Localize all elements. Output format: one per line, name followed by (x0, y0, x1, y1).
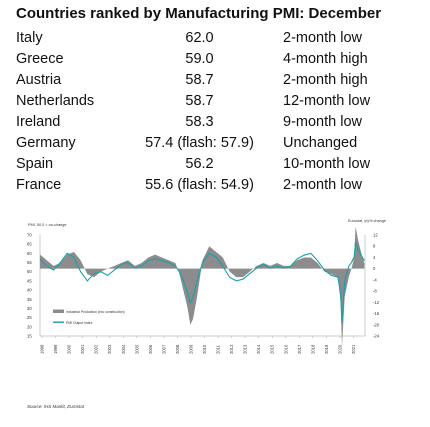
ranking-row: Germany 57.4 (flash: 57.9) Unchanged (16, 132, 370, 153)
country-name: France (16, 176, 62, 193)
x-tick-label: 2012 (229, 344, 234, 354)
left-tick-label: 20 (27, 324, 32, 329)
left-tick-label: 45 (27, 278, 32, 283)
left-tick-label: 70 (27, 233, 32, 238)
x-tick-label: 2016 (283, 344, 288, 354)
x-tick-label: 2004 (121, 344, 126, 354)
country-name: Spain (16, 155, 54, 172)
left-tick-label: 25 (27, 315, 32, 320)
x-tick-label: 2020 (337, 344, 342, 354)
source-note: Source: IHS Markit, Eurostat (27, 404, 85, 409)
ranking-row: Greece 59.0 4-month high (16, 48, 370, 69)
left-tick-label: 50 (27, 269, 32, 274)
x-tick-label: 2002 (94, 344, 99, 354)
legend-label: Industrial Production (exc construction) (66, 310, 125, 314)
x-tick-label: 2017 (297, 344, 302, 354)
x-tick-label: 2001 (80, 344, 85, 354)
country-name: Ireland (16, 113, 61, 130)
ranking-row: Ireland 58.3 9-month low (16, 111, 370, 132)
trend-label: 2-month low (283, 29, 362, 46)
legend-label: PMI Output Index (66, 321, 93, 325)
right-tick-label: 12 (373, 233, 378, 238)
pmi-value: 56.2 (185, 155, 214, 172)
ranking-row: Spain 56.2 10-month low (16, 153, 370, 174)
right-tick-label: 4 (373, 255, 376, 260)
left-tick-label: 55 (27, 260, 32, 265)
country-name: Austria (16, 71, 62, 88)
pmi-value: 55.6 (flash: 54.9) (145, 176, 254, 193)
x-tick-label: 1998 (40, 344, 45, 354)
x-tick-label: 2006 (148, 344, 153, 354)
x-tick-label: 2007 (161, 344, 166, 354)
x-tick-label: 2014 (256, 344, 261, 354)
right-tick-label: -16 (373, 311, 380, 316)
x-tick-label: 2000 (67, 344, 72, 354)
x-tick-label: 1999 (53, 344, 58, 354)
country-name: Netherlands (16, 92, 95, 109)
left-tick-label: 60 (27, 251, 32, 256)
left-tick-label: 30 (27, 306, 32, 311)
right-axis-title: Eurostat, y/y% change (348, 219, 386, 223)
country-name: Germany (16, 134, 76, 151)
left-tick-label: 15 (27, 334, 32, 339)
trend-label: 2-month high (283, 71, 368, 88)
left-tick-label: 40 (27, 288, 32, 293)
trend-label: 9-month low (283, 113, 362, 130)
right-tick-label: 8 (373, 244, 376, 249)
right-tick-label: -4 (373, 277, 377, 282)
pmi-value: 59.0 (185, 50, 214, 67)
country-name: Greece (16, 50, 64, 67)
legend: Industrial Production (exc construction)… (53, 309, 125, 325)
pmi-value: 58.3 (185, 113, 214, 130)
country-name: Italy (16, 29, 43, 46)
x-tick-label: 2015 (270, 344, 275, 354)
ranking-row: Italy 62.0 2-month low (16, 27, 370, 48)
right-tick-label: 0 (373, 266, 376, 271)
legend-swatch-area (53, 309, 64, 313)
pmi-value: 57.4 (flash: 57.9) (145, 134, 254, 151)
left-axis-title: PMI, 50.0 = no-change (28, 223, 67, 227)
x-tick-label: 2003 (107, 344, 112, 354)
pmi-output-line (39, 242, 365, 324)
x-tick-label: 2010 (202, 344, 207, 354)
x-tick-label: 2013 (243, 344, 248, 354)
trend-label: 2-month low (283, 176, 362, 193)
right-tick-label: -12 (373, 300, 380, 305)
page-title: Countries ranked by Manufacturing PMI: D… (16, 5, 382, 22)
x-tick-label: 2019 (324, 344, 329, 354)
right-tick-label: -20 (373, 322, 380, 327)
ranking-row: Austria 58.7 2-month high (16, 69, 370, 90)
ranking-row: Netherlands 58.7 12-month low (16, 90, 370, 111)
pmi-value: 62.0 (185, 29, 214, 46)
trend-label: 4-month high (283, 50, 368, 67)
pmi-ranking-table: Italy 62.0 2-month low Greece 59.0 4-month hi… (16, 27, 370, 195)
right-tick-label: -24 (373, 334, 380, 339)
trend-label: Unchanged (283, 134, 358, 151)
left-tick-label: 65 (27, 242, 32, 247)
x-tick-label: 2005 (134, 344, 139, 354)
x-tick-label: 2018 (310, 344, 315, 354)
right-tick-label: -8 (373, 289, 377, 294)
x-tick-label: 2021 (351, 344, 356, 354)
x-tick-label: 2009 (188, 344, 193, 354)
ranking-row: France 55.6 (flash: 54.9) 2-month low (16, 174, 370, 195)
trend-label: 10-month low (283, 155, 371, 172)
x-tick-label: 2011 (216, 344, 221, 354)
trend-label: 12-month low (283, 92, 371, 109)
pmi-value: 58.7 (185, 92, 214, 109)
left-tick-label: 35 (27, 297, 32, 302)
pmi-value: 58.7 (185, 71, 214, 88)
x-tick-label: 2008 (175, 344, 180, 354)
industrial-production-area (40, 226, 365, 348)
